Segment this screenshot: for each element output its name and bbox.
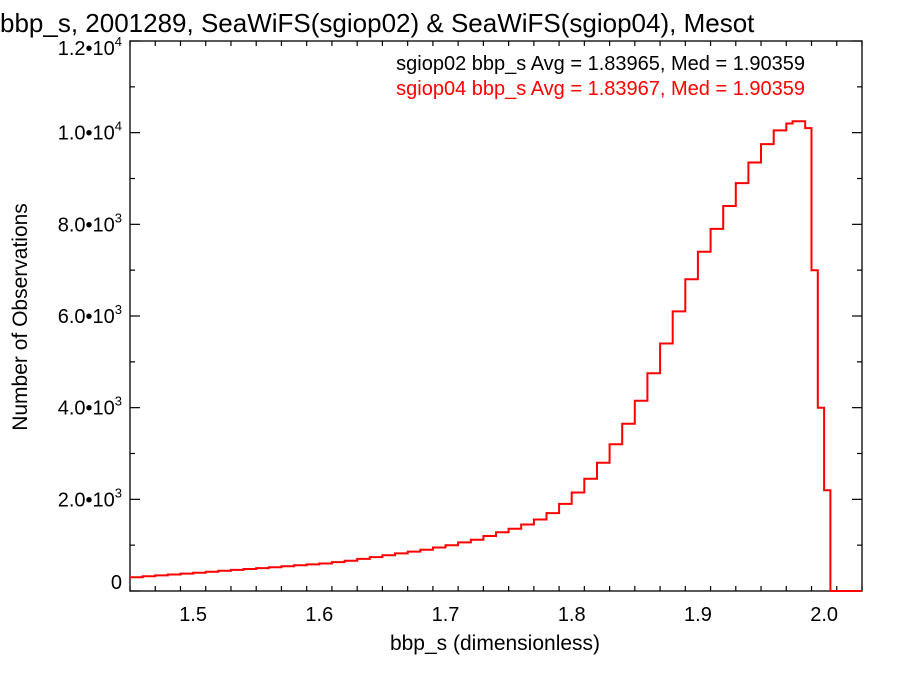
x-tick-label: 1.9 [684, 604, 712, 626]
x-axis: 1.5 1.6 1.7 1.8 1.9 2.0 [129, 41, 863, 626]
y-tick-label: 1.0•104 [58, 119, 122, 145]
x-tick-label: 1.6 [305, 604, 333, 626]
y-tick-label: 6.0•103 [58, 302, 122, 328]
y-tick-label: 0 [111, 572, 122, 594]
chart-title: bbp_s, 2001289, SeaWiFS(sgiop02) & SeaWi… [0, 8, 755, 38]
stats-annotation-sgiop02: sgiop02 bbp_s Avg = 1.83965, Med = 1.903… [396, 53, 805, 75]
plot-frame [129, 40, 863, 592]
y-tick-label: 4.0•103 [58, 394, 122, 420]
y-axis: 0 2.0•103 4.0•103 6.0•103 8.0•103 1.0•104 1.2•… [58, 34, 862, 594]
y-axis-label: Number of Observations [9, 203, 32, 431]
y-tick-label: 2.0•103 [58, 485, 122, 511]
y-tick-label: 1.2•104 [58, 34, 122, 60]
x-tick-label: 2.0 [810, 604, 838, 626]
y-tick-label: 8.0•103 [58, 210, 122, 236]
x-tick-label: 1.5 [179, 604, 207, 626]
x-axis-label: bbp_s (dimensionless) [390, 632, 600, 655]
x-tick-label: 1.8 [558, 604, 586, 626]
stats-annotation-sgiop04: sgiop04 bbp_s Avg = 1.83967, Med = 1.903… [396, 78, 805, 100]
x-tick-label: 1.7 [432, 604, 460, 626]
series-line [130, 120, 862, 592]
